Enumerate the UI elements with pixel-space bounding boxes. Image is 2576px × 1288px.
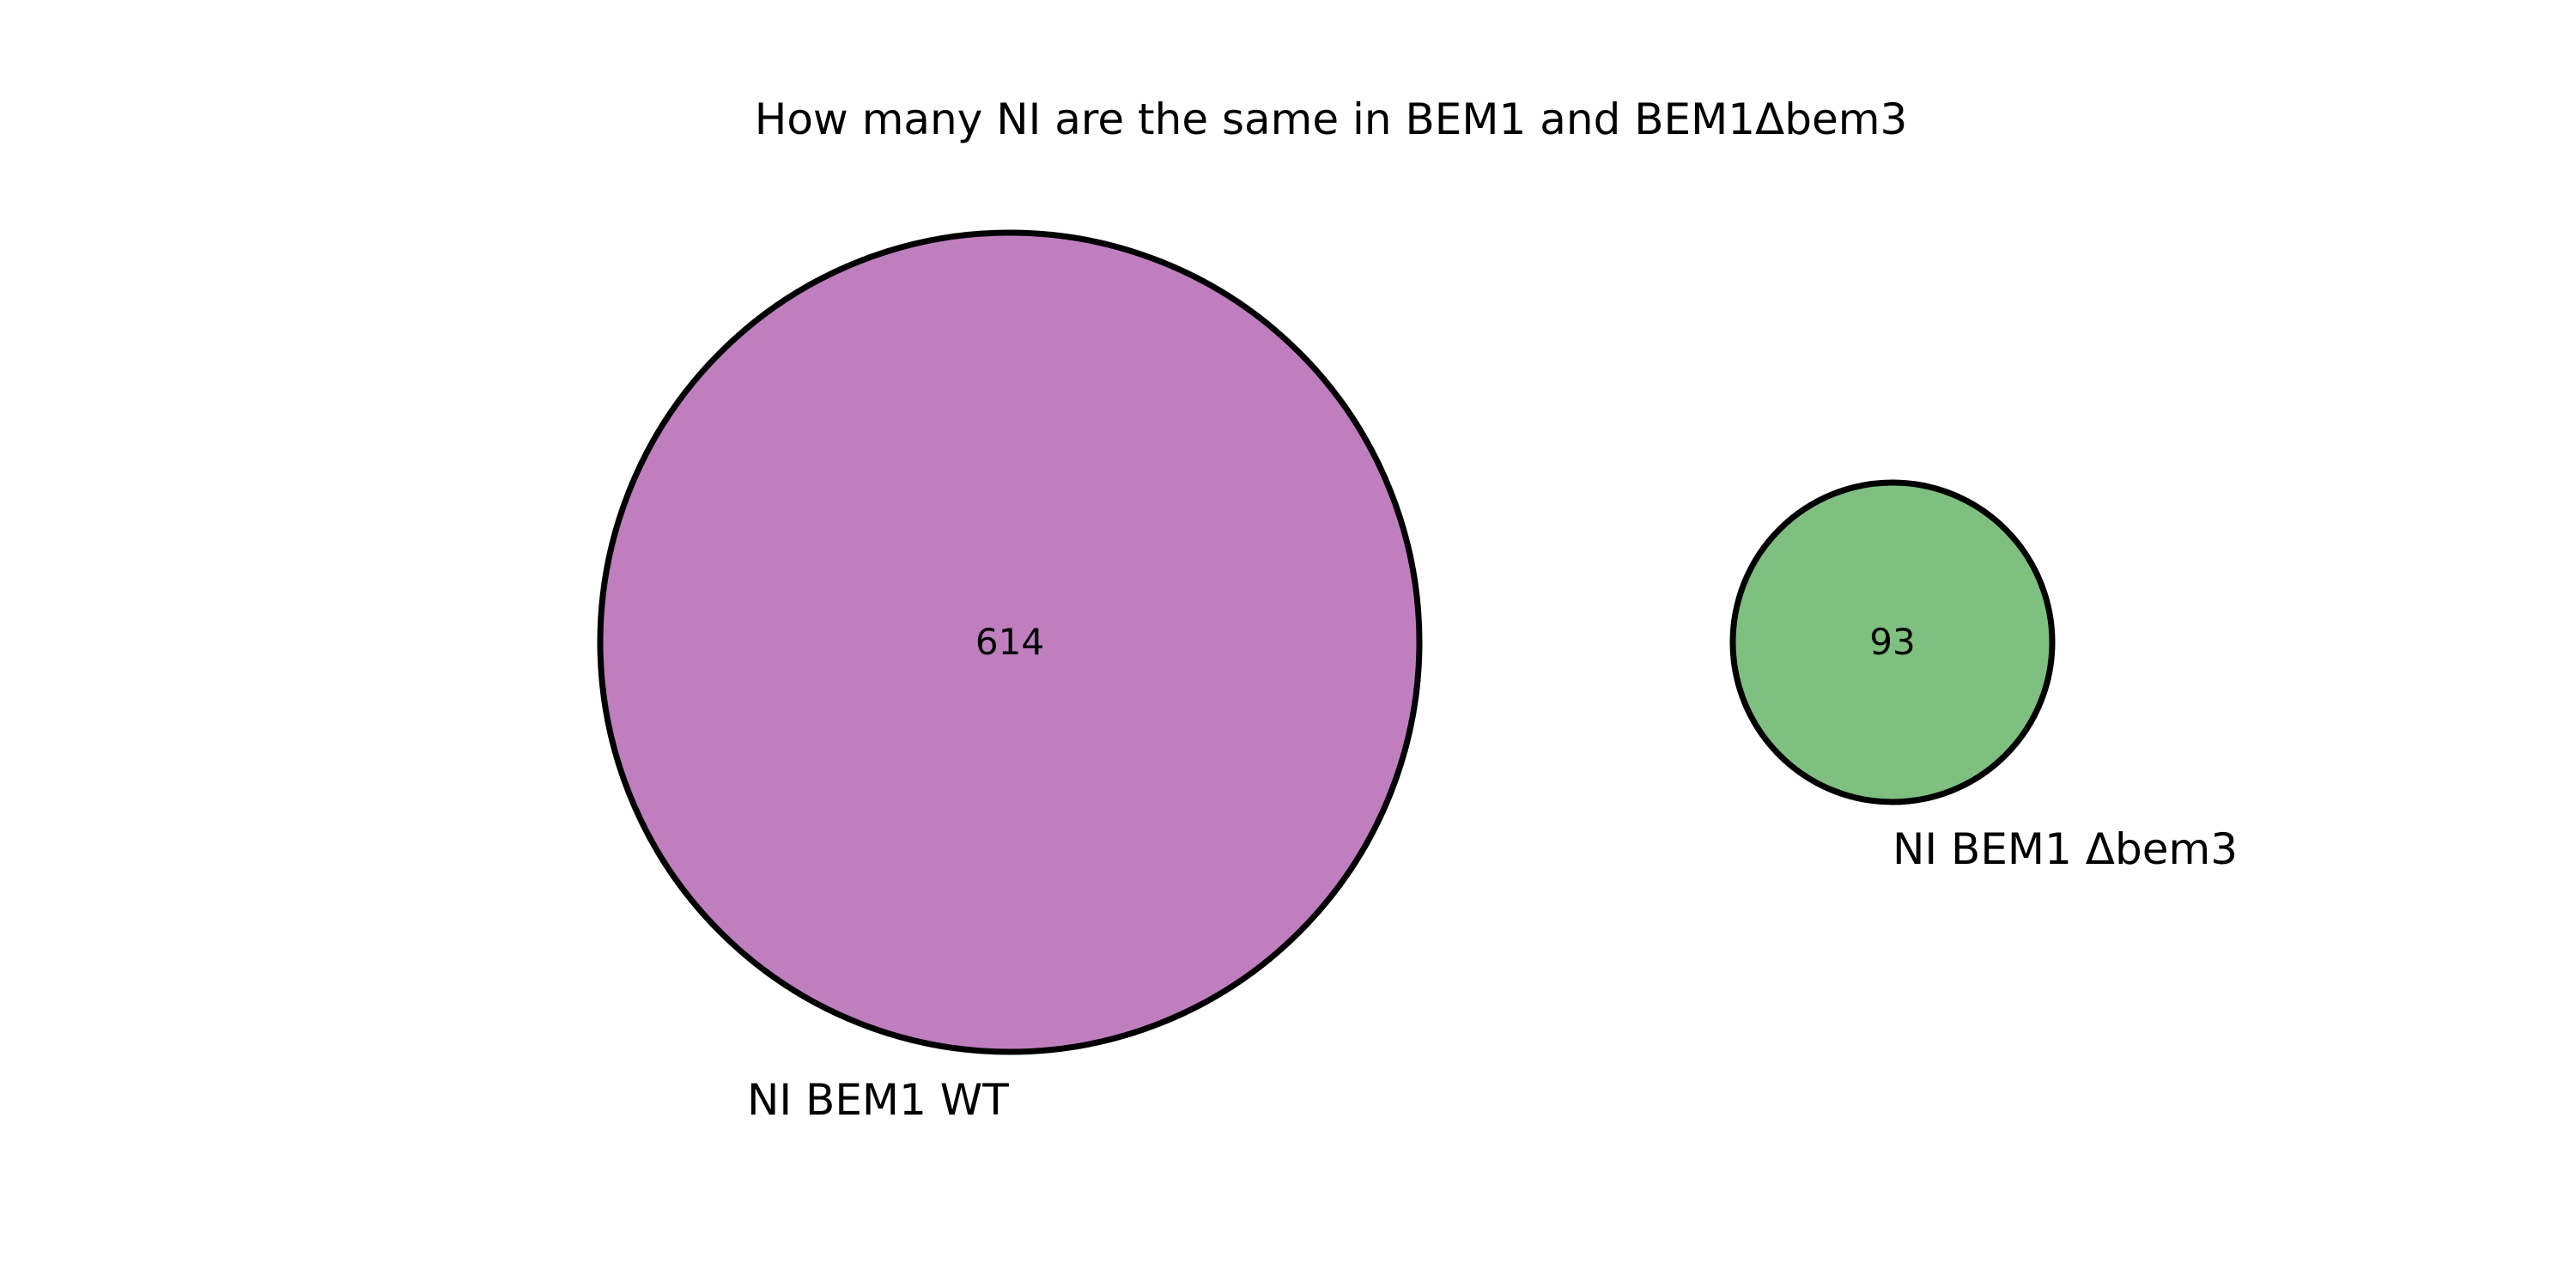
diagram-title: How many NI are the same in BEM1 and BEM…: [755, 94, 1908, 144]
set-circle-bem1-dbem3: [1729, 479, 2056, 805]
set-count-bem1-wt: 614: [975, 621, 1044, 663]
set-circle-bem1-wt: [597, 229, 1423, 1055]
set-label-bem1-dbem3: NI BEM1 Δbem3: [1893, 824, 2238, 874]
set-count-bem1-dbem3: 93: [1869, 621, 1915, 663]
set-label-bem1-wt: NI BEM1 WT: [747, 1075, 1009, 1125]
